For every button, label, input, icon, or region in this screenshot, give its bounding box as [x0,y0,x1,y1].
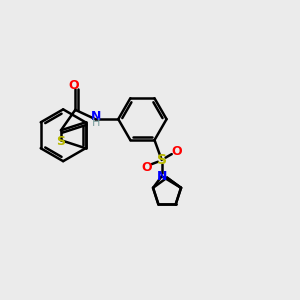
Text: S: S [157,153,167,167]
Text: O: O [68,79,79,92]
Text: O: O [141,160,152,174]
Text: N: N [157,170,167,183]
Text: N: N [91,110,101,123]
Text: H: H [92,118,100,128]
Text: S: S [56,135,65,148]
Text: O: O [172,145,182,158]
